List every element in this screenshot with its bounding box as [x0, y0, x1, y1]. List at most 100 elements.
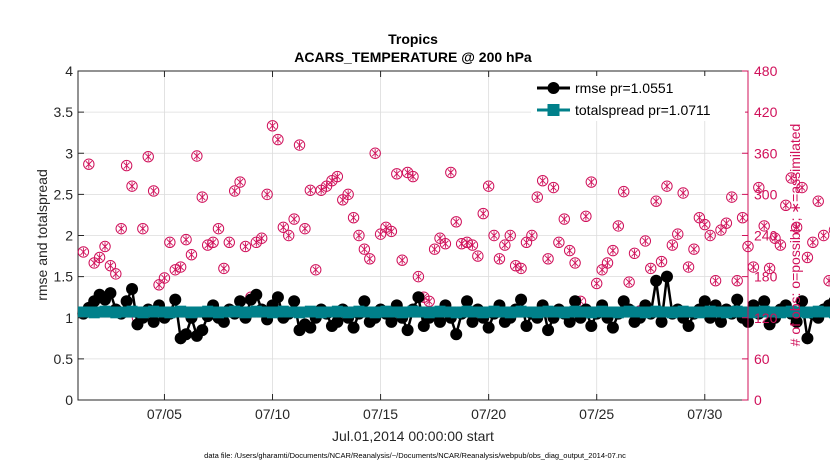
y2-tick-label: 0 — [754, 392, 762, 408]
rmse-point — [196, 324, 209, 337]
obs-count-point — [147, 185, 160, 197]
obs-count-point — [115, 222, 127, 235]
obs-count-point — [563, 244, 576, 257]
obs-count-point — [347, 211, 360, 224]
obs-possible-circle — [288, 213, 300, 225]
obs-possible-circle — [580, 210, 592, 223]
obs-assimilated-star — [674, 229, 682, 239]
rmse-point — [520, 319, 533, 332]
obs-possible-circle — [272, 133, 284, 146]
obs-count-point — [542, 253, 554, 265]
obs-count-point — [758, 220, 770, 232]
obs-assimilated-star — [231, 186, 238, 196]
obs-count-point — [817, 229, 830, 242]
obs-assimilated-star — [809, 238, 817, 247]
series-marks — [77, 120, 830, 345]
obs-count-point — [726, 191, 738, 203]
obs-assimilated-star — [393, 169, 401, 179]
y2-axis-label: # of obs: o=possible; ∗=assimilated — [787, 124, 803, 347]
rmse-point — [731, 293, 744, 306]
obs-count-point — [547, 181, 560, 194]
obs-count-point — [142, 150, 154, 163]
y2-tick-label: 480 — [754, 63, 778, 79]
rmse-point — [217, 315, 230, 328]
obs-possible-circle — [790, 221, 803, 233]
obs-possible-circle — [780, 199, 792, 212]
obs-possible-circle — [293, 139, 306, 151]
rmse-point — [585, 319, 598, 332]
obs-possible-circle — [207, 236, 219, 249]
obs-possible-circle — [731, 275, 743, 287]
obs-count-point — [526, 229, 538, 242]
rmse-point — [271, 291, 284, 304]
rmse-point — [515, 293, 528, 306]
obs-count-point — [234, 176, 246, 188]
obs-possible-circle — [666, 239, 679, 251]
obs-count-point — [385, 225, 398, 238]
obs-possible-circle — [428, 243, 441, 255]
obs-assimilated-star — [350, 213, 357, 222]
obs-assimilated-star — [242, 242, 249, 251]
obs-possible-circle — [147, 185, 160, 197]
obs-assimilated-star — [555, 238, 563, 247]
y2-tick-label: 120 — [754, 310, 778, 326]
obs-assimilated-star — [669, 240, 676, 250]
rmse-point — [461, 295, 474, 308]
obs-count-point — [353, 229, 365, 242]
obs-assimilated-star — [528, 231, 536, 240]
obs-assimilated-star — [117, 224, 125, 233]
obs-assimilated-star — [517, 264, 525, 273]
obs-count-point — [223, 236, 235, 249]
rmse-point — [563, 315, 576, 328]
obs-count-point — [618, 185, 630, 198]
obs-possible-circle — [812, 195, 824, 207]
obs-assimilated-star — [193, 151, 201, 161]
y2-tick-label: 180 — [754, 269, 778, 285]
x-axis-label: Jul.01,2014 00:00:00 start — [332, 428, 494, 444]
obs-possible-circle — [563, 244, 576, 257]
obs-assimilated-star — [804, 253, 811, 262]
obs-possible-circle — [807, 236, 819, 249]
obs-possible-circle — [196, 191, 208, 203]
obs-assimilated-star — [226, 238, 233, 247]
obs-possible-circle — [488, 229, 500, 242]
rmse-point — [304, 321, 317, 334]
obs-assimilated-star — [139, 224, 147, 233]
obs-possible-circle — [677, 187, 689, 199]
obs-count-point — [261, 188, 273, 201]
obs-possible-circle — [531, 191, 543, 203]
obs-possible-circle — [445, 166, 457, 179]
obs-possible-circle — [542, 253, 554, 265]
obs-possible-circle — [158, 272, 171, 284]
obs-count-point — [158, 272, 171, 284]
obs-count-point — [277, 221, 290, 233]
obs-count-point — [650, 195, 662, 207]
y-tick-label: 4 — [65, 63, 73, 79]
obs-count-point — [104, 259, 117, 272]
obs-possible-circle — [342, 188, 354, 201]
obs-assimilated-star — [798, 183, 806, 192]
obs-possible-circle — [77, 246, 90, 258]
obs-assimilated-star — [166, 238, 174, 247]
obs-assimilated-star — [679, 188, 687, 198]
obs-count-point — [823, 275, 830, 287]
obs-possible-circle — [331, 170, 344, 183]
obs-count-point — [558, 213, 570, 225]
obs-possible-circle — [283, 229, 295, 242]
obs-count-point — [428, 243, 441, 255]
rmse-point — [104, 287, 117, 300]
obs-possible-circle — [682, 261, 695, 273]
obs-possible-circle — [115, 222, 127, 235]
obs-possible-circle — [661, 180, 673, 192]
x-tick-label: 07/10 — [255, 406, 290, 422]
obs-possible-circle — [364, 253, 376, 265]
obs-count-point — [677, 187, 689, 199]
obs-assimilated-star — [107, 261, 114, 270]
obs-possible-circle — [558, 213, 570, 225]
y-axis-label: rmse and totalspread — [34, 169, 50, 301]
obs-count-point — [180, 233, 192, 246]
obs-assimilated-star — [409, 172, 417, 181]
obs-possible-circle — [385, 225, 398, 238]
obs-possible-circle — [137, 222, 149, 235]
